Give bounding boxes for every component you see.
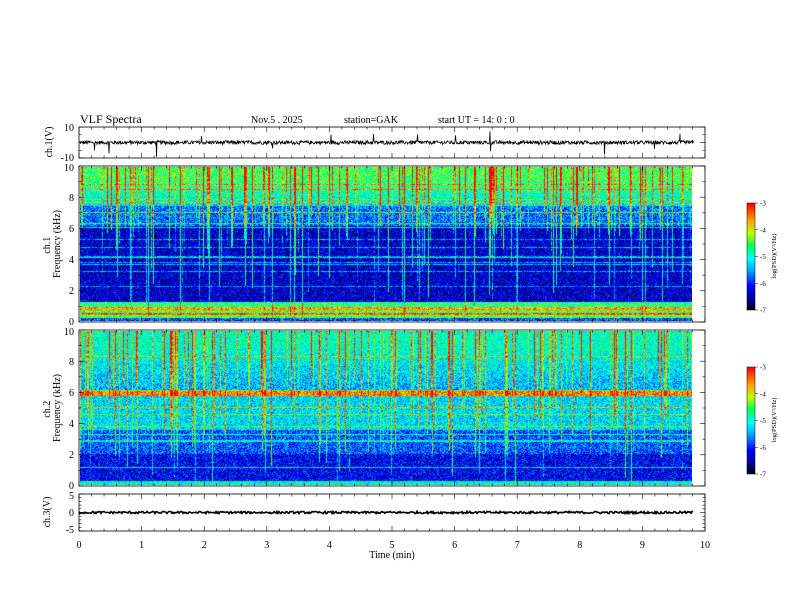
station-label: station=GAK bbox=[344, 115, 399, 126]
figure-title: VLF Spectra bbox=[80, 112, 142, 126]
x-tick-label: 5 bbox=[390, 540, 395, 551]
ch3-waveform-ticks bbox=[78, 493, 706, 532]
colorbar-tick-label: -7 bbox=[760, 471, 766, 479]
ch1-spectrogram-ticks bbox=[78, 165, 706, 323]
ch3-waveform-panel: 5 0 -5 ch.3(V) 0 1 2 3 4 5 6 7 8 9 10 Time (min) bbox=[42, 491, 710, 561]
x-tick-label: 9 bbox=[640, 540, 645, 551]
ch2-freq-ylabel: ch.2 Frequency (kHz) bbox=[42, 374, 63, 442]
ch3-ytick-top: 5 bbox=[69, 491, 74, 502]
ch2-colorbar-image bbox=[747, 367, 755, 474]
ch1-freq-ylabel-line2: Frequency (kHz) bbox=[52, 210, 63, 278]
ch1-freq-tick-6: 6 bbox=[69, 224, 74, 235]
ch1-ytick-bottom: -10 bbox=[61, 153, 74, 164]
ch2-spectrogram-ticks bbox=[78, 329, 706, 487]
ch1-colorbar-label: log(PSD)(V²/Hz) bbox=[771, 234, 778, 279]
colorbar-tick-label: -5 bbox=[760, 417, 766, 425]
x-tick-label: 0 bbox=[77, 540, 82, 551]
colorbar-tick-label: -3 bbox=[760, 200, 766, 208]
colorbar-tick-label: -3 bbox=[760, 364, 766, 372]
ch1-colorbar: -3 -4 -5 -6 -7 log(PSD)(V²/Hz) bbox=[746, 200, 778, 315]
ch2-colorbar-canvas bbox=[747, 367, 755, 474]
x-tick-label: 3 bbox=[264, 540, 269, 551]
colorbar-tick-label: -6 bbox=[760, 280, 766, 288]
ch1-ytick-top: 10 bbox=[64, 123, 74, 134]
ch1-freq-tick-10: 10 bbox=[64, 163, 74, 174]
colorbar-tick-label: -6 bbox=[760, 444, 766, 452]
x-axis-label: Time (min) bbox=[369, 550, 414, 561]
x-tick-label: 2 bbox=[202, 540, 207, 551]
ch1-waveform-panel: 10 -10 ch.1(V) bbox=[44, 123, 706, 164]
ch1-spectrogram-image bbox=[80, 167, 692, 321]
ch2-freq-tick-4: 4 bbox=[69, 419, 74, 430]
ch2-freq-tick-0: 0 bbox=[69, 481, 74, 492]
ch1-freq-ylabel-line1: ch.1 bbox=[42, 237, 53, 254]
x-axis-tick-labels: 0 1 2 3 4 5 6 7 8 9 10 bbox=[77, 540, 711, 551]
x-tick-label: 8 bbox=[577, 540, 582, 551]
colorbar-tick-label: -4 bbox=[760, 226, 766, 234]
ch2-spectrogram-image bbox=[80, 331, 692, 485]
ch1-spectrogram-canvas bbox=[80, 167, 692, 321]
x-tick-label: 6 bbox=[452, 540, 457, 551]
ch2-freq-ylabel-line2: Frequency (kHz) bbox=[52, 374, 63, 442]
ch1-colorbar-canvas bbox=[747, 203, 755, 310]
ch1-waveform-line bbox=[78, 131, 694, 157]
colorbar-tick-label: -5 bbox=[760, 253, 766, 261]
x-tick-label: 10 bbox=[700, 540, 710, 551]
ch2-spectrogram-panel: 0 2 4 6 8 10 ch.2 Frequency (kHz) bbox=[42, 327, 706, 492]
ch2-freq-ylabel-line1: ch.2 bbox=[42, 401, 53, 418]
ch2-freq-tick-8: 8 bbox=[69, 357, 74, 368]
ch3-ytick-mid: 0 bbox=[69, 508, 74, 519]
ch2-colorbar: -3 -4 -5 -6 -7 log(PSD)(V²/Hz) bbox=[746, 364, 778, 479]
date-label: Nov.5 . 2025 bbox=[251, 115, 303, 126]
ch3-ytick-bottom: -5 bbox=[66, 525, 74, 536]
ch2-freq-tick-10: 10 bbox=[64, 327, 74, 338]
ch1-freq-ylabel: ch.1 Frequency (kHz) bbox=[42, 210, 63, 278]
ch1-freq-tick-0: 0 bbox=[69, 317, 74, 328]
x-tick-label: 4 bbox=[327, 540, 332, 551]
x-tick-label: 1 bbox=[139, 540, 144, 551]
ch1-freq-tick-4: 4 bbox=[69, 255, 74, 266]
ch2-colorbar-label: log(PSD)(V²/Hz) bbox=[771, 398, 778, 443]
ch1-waveform-ylabel: ch.1(V) bbox=[44, 127, 55, 158]
colorbar-tick-label: -4 bbox=[760, 390, 766, 398]
ch2-spectrogram-canvas bbox=[80, 331, 692, 485]
ch1-freq-tick-8: 8 bbox=[69, 193, 74, 204]
start-time-label: start UT = 14: 0 : 0 bbox=[438, 115, 515, 126]
ch2-colorbar-ticks: -3 -4 -5 -6 -7 bbox=[755, 364, 766, 479]
colorbar-tick-label: -7 bbox=[760, 307, 766, 315]
ch1-freq-tick-2: 2 bbox=[69, 286, 74, 297]
x-tick-label: 7 bbox=[515, 540, 520, 551]
ch1-waveform-ticks bbox=[78, 126, 706, 159]
ch1-spectrogram-panel: 0 2 4 6 8 10 ch.1 Frequency (kHz) bbox=[42, 163, 706, 328]
ch1-colorbar-ticks: -3 -4 -5 -6 -7 bbox=[755, 200, 766, 315]
ch3-waveform-ylabel: ch.3(V) bbox=[42, 497, 53, 528]
ch2-freq-tick-6: 6 bbox=[69, 388, 74, 399]
ch3-waveform-line bbox=[78, 509, 694, 516]
ch1-colorbar-image bbox=[747, 203, 755, 310]
ch2-freq-tick-2: 2 bbox=[69, 450, 74, 461]
